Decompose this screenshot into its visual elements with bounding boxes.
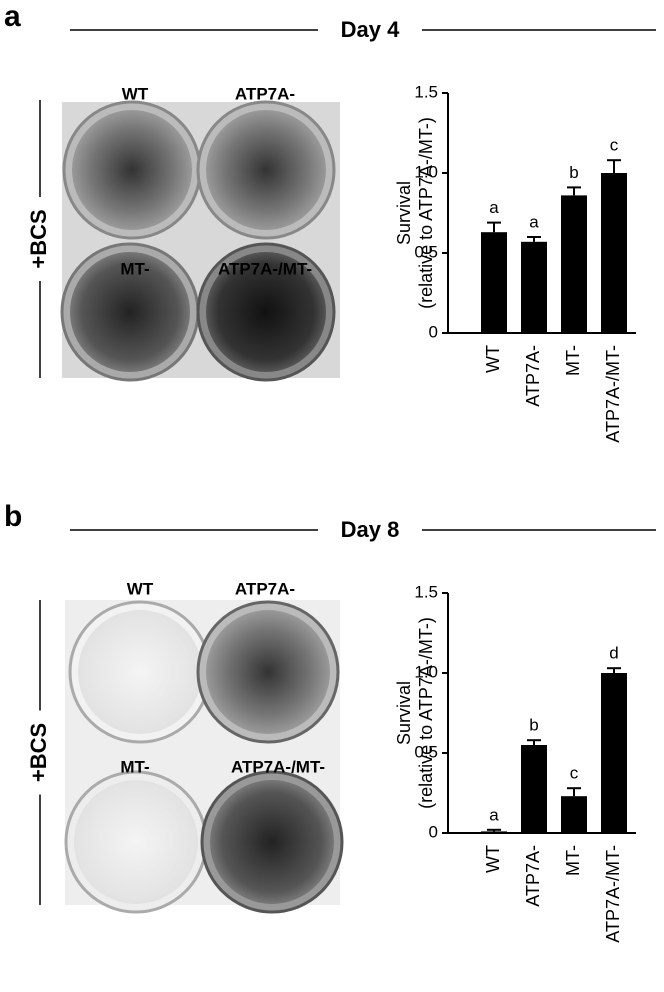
significance-letter: b: [569, 163, 578, 182]
x-tick-label: ATP7A-: [523, 845, 543, 907]
x-tick-label: MT-: [563, 345, 583, 376]
y-tick-label: 1.5: [414, 582, 438, 601]
photo-label: ATP7A-/MT-: [231, 757, 325, 776]
photo-label: WT: [127, 579, 154, 598]
y-axis-label: (relative to ATP7A-/MT-): [416, 117, 436, 309]
significance-letter: b: [529, 716, 538, 735]
significance-letter: c: [610, 136, 619, 155]
significance-letter: a: [489, 805, 499, 824]
bar: [601, 673, 627, 833]
bar: [561, 796, 587, 833]
photo-label: ATP7A-: [235, 84, 295, 103]
y-tick-label: 0: [429, 822, 438, 841]
x-tick-label: MT-: [563, 845, 583, 876]
bar: [601, 173, 627, 333]
header: Day 4: [341, 17, 400, 42]
side-label: +BCS: [26, 209, 51, 268]
y-tick-label: 0.5: [414, 242, 438, 261]
y-tick-label: 1.5: [414, 82, 438, 101]
significance-letter: a: [529, 212, 539, 231]
significance-letter: d: [609, 644, 618, 663]
significance-letter: a: [489, 198, 499, 217]
x-tick-label: WT: [483, 845, 503, 873]
side-label: +BCS: [26, 723, 51, 782]
x-tick-label: WT: [483, 345, 503, 373]
photo: [60, 100, 340, 382]
photo: [64, 600, 344, 914]
y-tick-label: 0: [429, 322, 438, 341]
y-tick-label: 1.0: [414, 662, 438, 681]
x-tick-label: ATP7A-/MT-: [603, 845, 623, 943]
panel-label: a: [4, 0, 21, 33]
significance-letter: c: [570, 764, 579, 783]
bar: [521, 745, 547, 833]
photo-label: MT-: [120, 757, 149, 776]
bar: [561, 195, 587, 333]
photo-label: WT: [122, 84, 149, 103]
photo-label: MT-: [120, 259, 149, 278]
bar: [481, 831, 507, 833]
photo-label: ATP7A-: [235, 579, 295, 598]
panel-label: b: [4, 500, 22, 533]
y-axis-label: (relative to ATP7A-/MT-): [416, 617, 436, 809]
bar: [521, 241, 547, 333]
y-tick-label: 0.5: [414, 742, 438, 761]
header: Day 8: [341, 517, 400, 542]
bar: [481, 232, 507, 333]
y-tick-label: 1.0: [414, 162, 438, 181]
y-axis-label: Survival: [394, 681, 414, 745]
photo-label: ATP7A-/MT-: [218, 259, 312, 278]
x-tick-label: ATP7A-/MT-: [603, 345, 623, 443]
y-axis-label: Survival: [394, 181, 414, 245]
x-tick-label: ATP7A-: [523, 345, 543, 407]
